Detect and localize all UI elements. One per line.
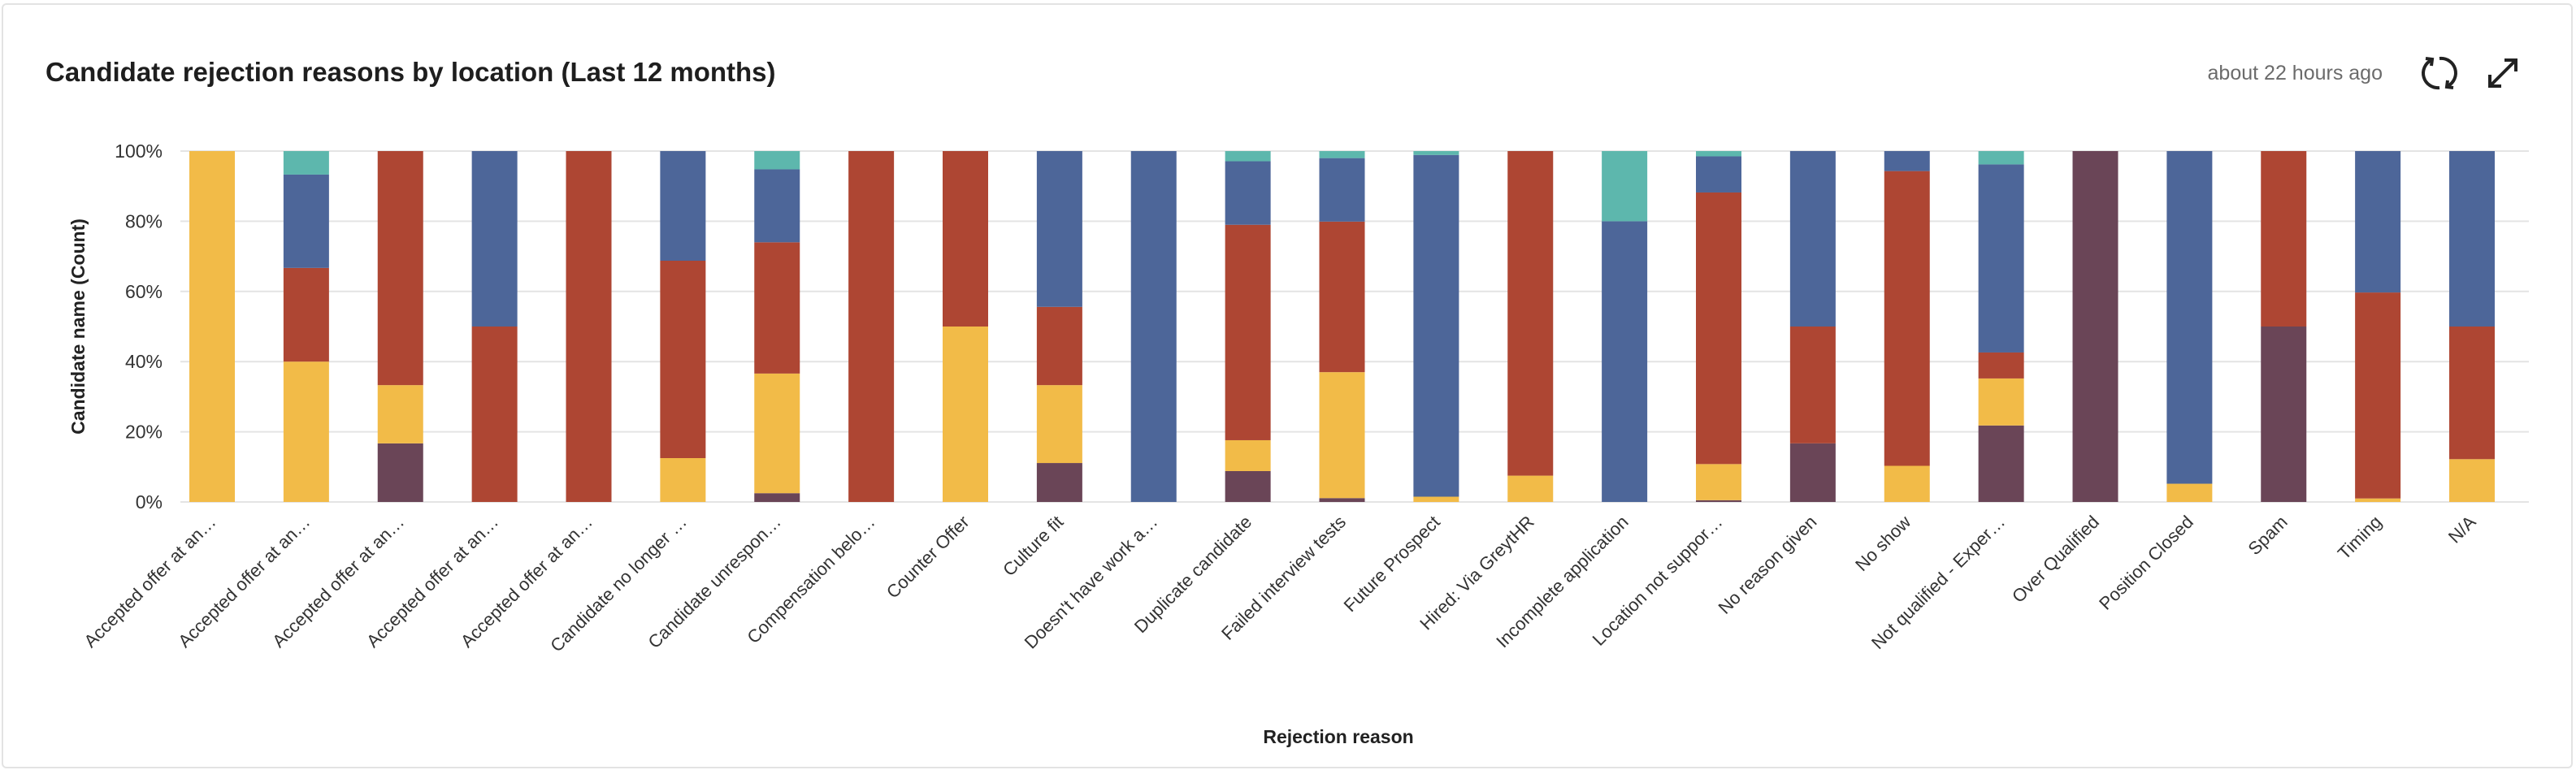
bar-segment[interactable] [283,361,329,502]
bar-segment[interactable] [377,151,423,386]
x-tick-label: Culture fit [999,512,1067,580]
bar-segment[interactable] [283,151,329,175]
refresh-icon[interactable] [2418,52,2461,94]
bar-segment[interactable] [1978,425,2024,502]
y-tick-label: 80% [125,210,163,231]
bar-segment[interactable] [1225,151,1271,162]
bar-segment[interactable] [377,385,423,443]
x-tick-label: Timing [2334,512,2386,564]
bar-segment[interactable] [1413,154,1459,497]
y-tick-label: 20% [125,422,163,443]
bar-segment[interactable] [1130,151,1177,502]
bar-segment[interactable] [1036,463,1082,502]
bar-segment[interactable] [1319,498,1365,502]
bar-segment[interactable] [1036,385,1082,464]
bar-segment[interactable] [1696,464,1741,500]
bar-segment[interactable] [1319,372,1365,499]
x-axis-title: Rejection reason [1263,726,1413,747]
bar-segment[interactable] [189,151,235,502]
bar-segment[interactable] [1225,439,1271,471]
bar-segment[interactable] [1225,161,1271,225]
bar-segment[interactable] [1696,500,1741,502]
y-tick-label: 0% [136,491,163,513]
bar-segment[interactable] [1602,221,1648,502]
bar-segment[interactable] [1319,151,1365,158]
bar-segment[interactable] [1978,151,2024,165]
bar-segment[interactable] [2261,327,2307,502]
x-tick-label: Spam [2244,512,2291,559]
bar-segment[interactable] [660,458,706,502]
x-tick-label: Position Closed [2095,512,2197,614]
bar-segment[interactable] [754,242,800,374]
bar-segment[interactable] [2449,327,2495,460]
bar-segment[interactable] [1978,164,2024,353]
bar-segment[interactable] [1036,151,1082,307]
bar-segment[interactable] [2449,459,2495,502]
x-tick-label: N/A [2444,512,2480,547]
bar-segment[interactable] [754,373,800,494]
x-tick-label: Over Qualified [2008,512,2103,607]
bar-segment[interactable] [1507,475,1554,502]
bar-segment[interactable] [1507,151,1554,476]
bar-segment[interactable] [1696,192,1741,465]
bar-segment[interactable] [1413,496,1459,502]
bar-segment[interactable] [848,151,895,502]
bar-segment[interactable] [377,443,423,502]
expand-icon[interactable] [2482,52,2524,94]
bar-segment[interactable] [1696,156,1741,192]
bar-segment[interactable] [754,151,800,170]
bar-segment[interactable] [660,151,706,261]
chart-card: Candidate rejection reasons by location … [2,3,2573,768]
bar-segment[interactable] [943,151,988,327]
bar-segment[interactable] [1696,151,1741,157]
y-tick-label: 100% [115,141,163,162]
bar-segment[interactable] [1225,224,1271,440]
bar-segment[interactable] [1978,352,2024,379]
bar-segment[interactable] [754,493,800,502]
bar-segment[interactable] [2449,151,2495,327]
bar-segment[interactable] [1319,221,1365,373]
bar-segment[interactable] [283,267,329,362]
bar-segment[interactable] [1884,151,1930,171]
x-tick-label: No show [1851,512,1915,575]
y-axis-title: Candidate name (Count) [67,218,89,435]
last-updated: about 22 hours ago [2207,62,2383,84]
bar-segment[interactable] [1884,465,1930,502]
bar-segment[interactable] [2166,151,2213,484]
bar-segment[interactable] [566,151,612,502]
bar-segment[interactable] [1036,306,1082,386]
bar-segment[interactable] [2072,151,2118,502]
bar-segment[interactable] [754,169,800,243]
bar-segment[interactable] [1884,171,1930,466]
bar-segment[interactable] [1978,378,2024,426]
bar-segment[interactable] [2261,151,2307,327]
bar-segment[interactable] [2355,151,2401,293]
bar-segment[interactable] [2166,483,2213,502]
bar-segment[interactable] [1413,151,1459,155]
x-tick-label: Counter Offer [883,512,974,603]
x-tick-label: No reason given [1714,512,1820,618]
y-tick-label: 60% [125,281,163,302]
bar-segment[interactable] [1602,151,1648,222]
bar-segment[interactable] [1225,470,1271,502]
bar-segment[interactable] [2355,498,2401,502]
bar-segment[interactable] [1789,151,1836,327]
y-tick-label: 40% [125,351,163,372]
chart-title: Candidate rejection reasons by location … [46,57,776,87]
bar-segment[interactable] [283,174,329,268]
bar-segment[interactable] [471,151,518,327]
bar-segment[interactable] [1789,443,1836,502]
bar-segment[interactable] [2355,292,2401,499]
bar-segment[interactable] [1319,158,1365,222]
bar-segment[interactable] [1789,327,1836,443]
bar-segment[interactable] [660,261,706,458]
x-tick-label: Future Prospect [1340,512,1444,616]
bar-segment[interactable] [471,327,518,502]
bar-segment[interactable] [943,327,988,502]
